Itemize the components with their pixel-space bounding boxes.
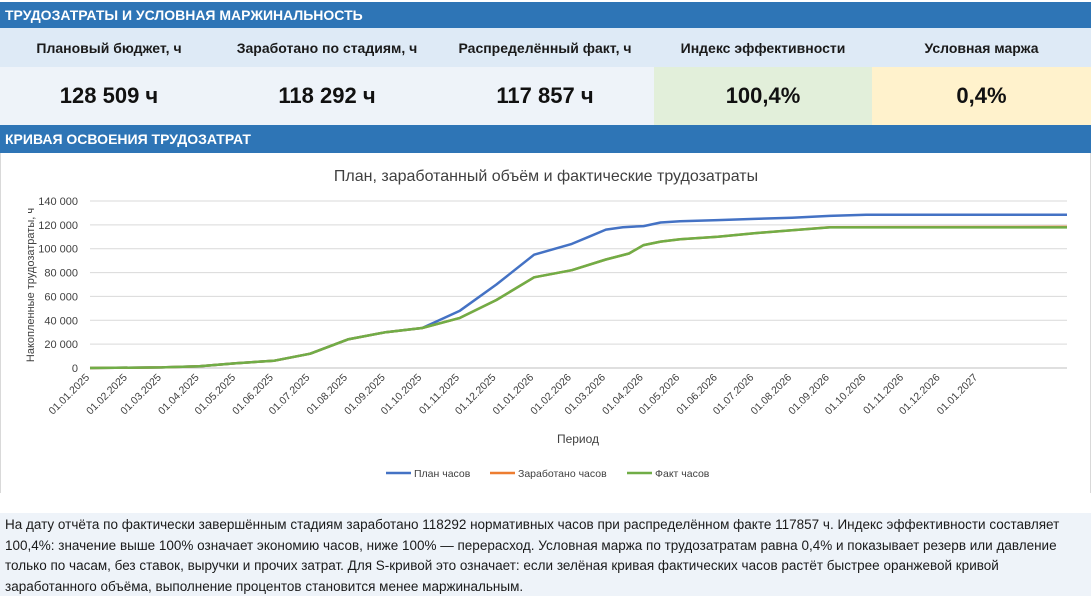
kpi-label: Индекс эффективности — [654, 28, 872, 67]
series-line-заработано-часов — [89, 225, 1068, 370]
y-tick-label: 60 000 — [44, 291, 78, 303]
kpi-label: Условная маржа — [872, 28, 1091, 67]
y-tick-label: 120 000 — [38, 220, 78, 232]
line-chart: План, заработанный объём и фактические т… — [25, 168, 1068, 480]
section-header-labor: ТРУДОЗАТРАТЫ И УСЛОВНАЯ МАРЖИНАЛЬНОСТЬ — [0, 2, 1091, 28]
kpi-row: Плановый бюджет, ч 128 509 ч Заработано … — [0, 28, 1091, 125]
kpi-value: 0,4% — [872, 67, 1091, 125]
kpi-label: Распределённый факт, ч — [436, 28, 654, 67]
kpi-efficiency-index: Индекс эффективности 100,4% — [654, 28, 872, 125]
series-line-факт-часов — [89, 226, 1067, 370]
legend-label: Заработано часов — [518, 468, 607, 480]
kpi-value: 128 509 ч — [0, 67, 218, 125]
kpi-value: 117 857 ч — [436, 67, 654, 125]
x-tick-label: 01.01.2027 — [935, 372, 981, 418]
kpi-actual: Распределённый факт, ч 117 857 ч — [436, 28, 654, 125]
kpi-label: Плановый бюджет, ч — [0, 28, 218, 67]
legend-label: План часов — [414, 468, 471, 480]
legend-label: Факт часов — [655, 468, 710, 480]
x-axis-label: Период — [557, 432, 599, 446]
y-tick-label: 0 — [72, 363, 78, 375]
y-tick-label: 20 000 — [44, 339, 78, 351]
y-axis-label: Накопленные трудозатраты, ч — [25, 208, 37, 362]
chart-title: План, заработанный объём и фактические т… — [334, 168, 758, 185]
y-tick-label: 80 000 — [44, 268, 78, 280]
kpi-value: 100,4% — [654, 67, 872, 125]
y-tick-label: 100 000 — [38, 244, 78, 256]
kpi-label: Заработано по стадиям, ч — [218, 28, 436, 67]
kpi-margin: Условная маржа 0,4% — [872, 28, 1091, 125]
explanation-note: На дату отчёта по фактически завершённым… — [0, 513, 1091, 596]
series-line-план-часов — [89, 213, 1067, 370]
kpi-earned: Заработано по стадиям, ч 118 292 ч — [218, 28, 436, 125]
chart-area: План, заработанный объём и фактические т… — [0, 153, 1091, 493]
y-tick-label: 140 000 — [38, 196, 78, 208]
kpi-value: 118 292 ч — [218, 67, 436, 125]
section-header-curve: КРИВАЯ ОСВОЕНИЯ ТРУДОЗАТРАТ — [0, 125, 1091, 153]
y-tick-label: 40 000 — [44, 315, 78, 327]
kpi-planned-budget: Плановый бюджет, ч 128 509 ч — [0, 28, 218, 125]
